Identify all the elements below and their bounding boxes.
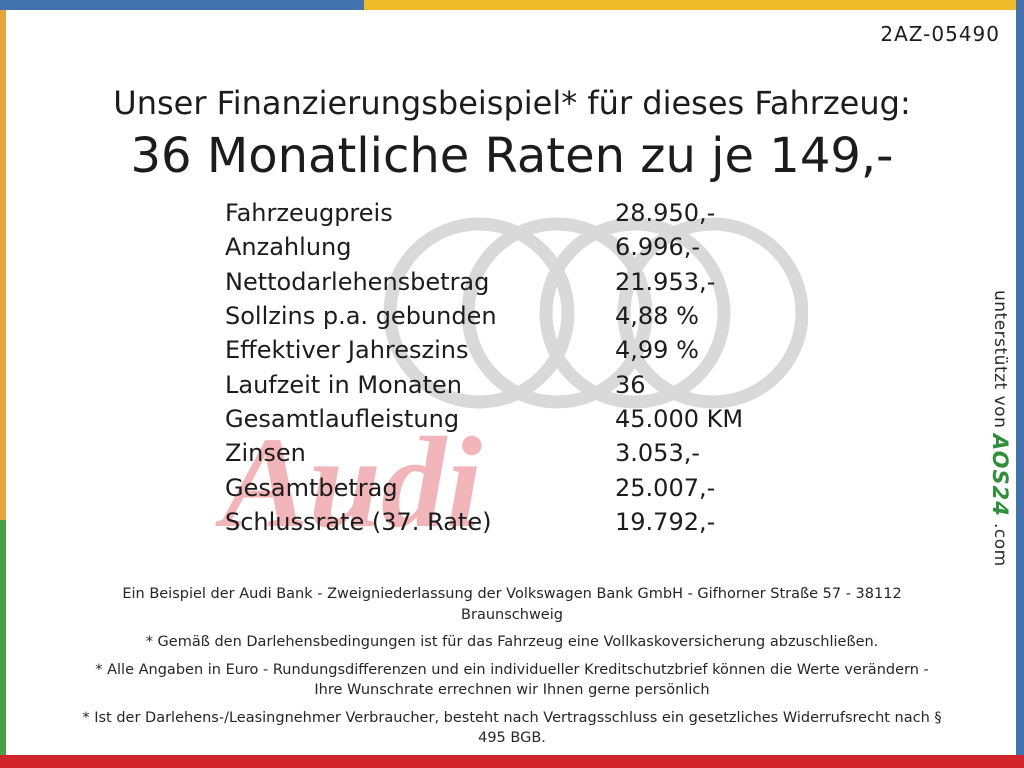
row-value: 19.792,-	[615, 507, 716, 536]
table-row: Effektiver Jahreszins 4,99 %	[225, 333, 743, 367]
border-left-green	[0, 520, 6, 755]
row-value: 3.053,-	[615, 439, 700, 468]
row-value: 21.953,-	[615, 267, 716, 296]
document-id: 2AZ-05490	[880, 22, 1000, 46]
page-title: Unser Finanzierungsbeispiel* für dieses …	[113, 84, 911, 122]
table-row: Gesamtbetrag 25.007,-	[225, 470, 743, 504]
table-row: Sollzins p.a. gebunden 4,88 %	[225, 299, 743, 333]
finance-table: Fahrzeugpreis 28.950,- Anzahlung 6.996,-…	[225, 196, 743, 539]
footer-line: * Ist der Darlehens-/Leasingnehmer Verbr…	[82, 709, 942, 747]
footer-line: * Alle Angaben in Euro - Rundungsdiffere…	[95, 661, 929, 699]
audi-text-watermark: Audi	[222, 411, 483, 555]
row-value: 45.000 KM	[615, 404, 744, 433]
border-right-blue	[1016, 0, 1024, 768]
row-label: Fahrzeugpreis	[225, 199, 393, 228]
row-label: Sollzins p.a. gebunden	[225, 302, 497, 331]
table-row: Nettodarlehensbetrag 21.953,-	[225, 265, 743, 299]
row-value: 28.950,-	[615, 199, 716, 228]
table-row: Anzahlung 6.996,-	[225, 230, 743, 264]
row-value: 36	[615, 370, 646, 399]
supported-by-text: unterstützt von	[990, 290, 1010, 429]
footer-line: Ein Beispiel der Audi Bank - Zweignieder…	[122, 586, 902, 623]
row-label: Schlussrate (37. Rate)	[225, 507, 492, 536]
table-row: Fahrzeugpreis 28.950,-	[225, 196, 743, 230]
supported-by-credit: unterstützt von AOS24 .com	[988, 290, 1012, 567]
table-row: Schlussrate (37. Rate) 19.792,-	[225, 505, 743, 539]
row-value: 4,88 %	[615, 302, 699, 331]
aos24-logo: AOS24	[988, 434, 1012, 518]
table-row: Zinsen 3.053,-	[225, 436, 743, 470]
footer-line: * Gemäß den Darlehensbedingungen ist für…	[145, 634, 879, 651]
row-label: Anzahlung	[225, 233, 352, 262]
legal-footer: Ein Beispiel der Audi Bank - Zweignieder…	[82, 584, 942, 756]
border-top-blue	[0, 0, 364, 10]
border-left-orange	[0, 10, 6, 520]
row-label: Gesamtlaufleistung	[225, 404, 460, 433]
table-row: Laufzeit in Monaten 36	[225, 367, 743, 401]
row-label: Nettodarlehensbetrag	[225, 267, 490, 296]
credit-domain-text: .com	[990, 522, 1010, 567]
row-label: Zinsen	[225, 439, 306, 468]
row-label: Gesamtbetrag	[225, 473, 398, 502]
border-bottom-red	[0, 755, 1024, 768]
row-value: 6.996,-	[615, 233, 700, 262]
rate-headline: 36 Monatliche Raten zu je 149,-	[130, 128, 894, 184]
row-value: 4,99 %	[615, 336, 699, 365]
row-label: Laufzeit in Monaten	[225, 370, 463, 399]
audi-rings-watermark	[383, 217, 808, 409]
border-top-yellow	[364, 0, 1024, 10]
table-row: Gesamtlaufleistung 45.000 KM	[225, 402, 743, 436]
row-value: 25.007,-	[615, 473, 716, 502]
row-label: Effektiver Jahreszins	[225, 336, 469, 365]
